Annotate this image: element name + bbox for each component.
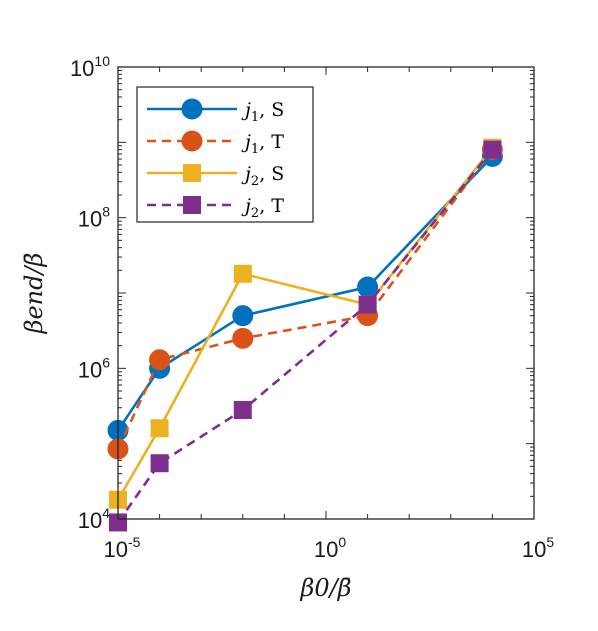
data-point (232, 305, 254, 327)
data-point (183, 164, 201, 182)
y-tick-label: 108 (78, 204, 110, 232)
data-point (233, 400, 252, 419)
legend: j1, S j1, T j2, S j2, T (136, 86, 314, 223)
legend-entry: j1, T (147, 130, 284, 157)
data-point (150, 419, 169, 438)
x-tick-label: 100 (314, 534, 346, 562)
y-axis-label: βend/β̄ (20, 253, 48, 335)
data-point (181, 130, 203, 152)
y-tick-label: 104 (78, 505, 110, 533)
legend-label: j1, T (241, 131, 284, 157)
legend-entry: j2, T (147, 195, 284, 221)
legend-entry: j2, S (147, 163, 284, 189)
plot-frame (117, 66, 535, 520)
data-point (232, 327, 254, 349)
x-tick-label: 10-5 (104, 534, 141, 562)
tick-marks (117, 66, 535, 520)
data-point (150, 454, 169, 473)
data-point (181, 98, 203, 120)
legend-label: j2, S (241, 163, 284, 189)
y-tick-label: 106 (78, 354, 110, 382)
y-tick-label: 1010 (70, 53, 110, 81)
legend-label: j1, S (241, 99, 284, 125)
data-point (483, 140, 502, 159)
x-tick-label: 105 (522, 534, 554, 562)
legend-entry: j1, S (147, 98, 284, 125)
legend-label: j2, T (241, 195, 284, 221)
data-point (358, 295, 377, 314)
data-point (183, 196, 201, 214)
series-j2-t (109, 140, 502, 532)
data-point (149, 349, 171, 371)
legend-box (136, 86, 314, 223)
x-axis-label: β0/β̄ (299, 574, 351, 602)
tick-labels: 10-5 100 105 104 106 108 1010 (70, 53, 554, 562)
data-point (233, 264, 252, 283)
